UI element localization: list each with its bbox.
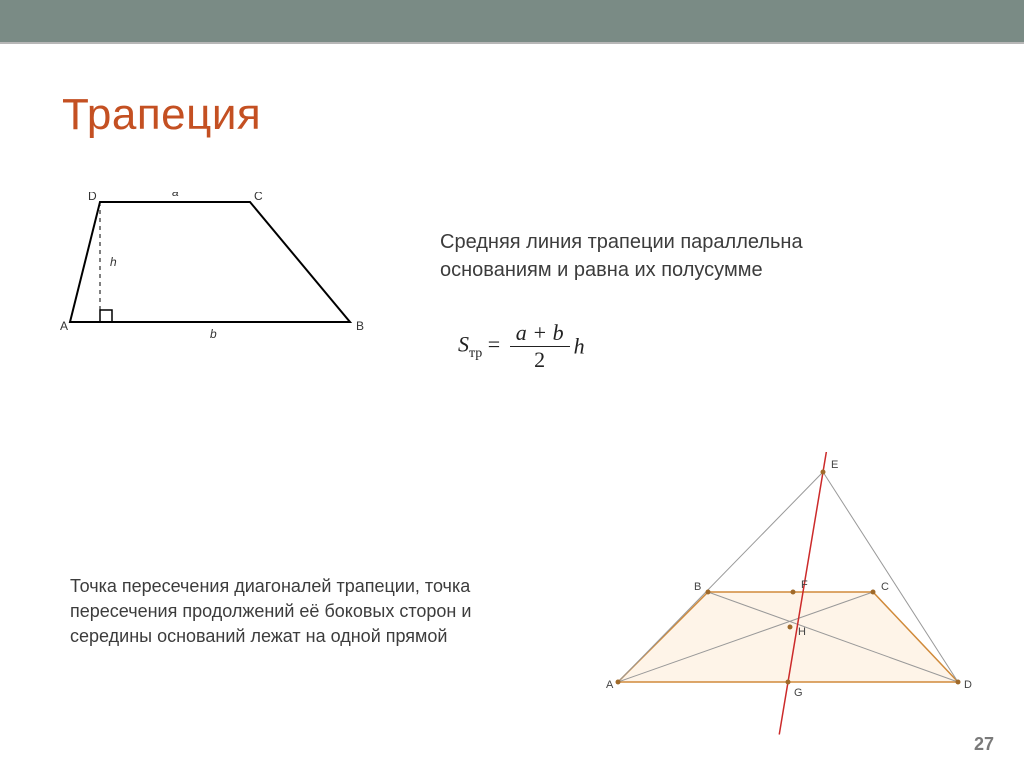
- area-formula: Sтр = a + b2h: [458, 320, 585, 373]
- label-B: B: [356, 319, 364, 333]
- label2-D: D: [964, 679, 972, 691]
- label-b: b: [210, 327, 217, 341]
- formula-den: 2: [510, 347, 570, 373]
- label-D: D: [88, 192, 97, 203]
- point-F: [791, 590, 796, 595]
- formula-fraction: a + b2: [510, 320, 570, 373]
- label2-A: A: [606, 679, 614, 691]
- point-B: [706, 590, 711, 595]
- point-D: [956, 680, 961, 685]
- point-C: [871, 590, 876, 595]
- point-A: [616, 680, 621, 685]
- para2-l1: Точка пересечения диагоналей трапеции, т…: [70, 574, 471, 599]
- label2-C: C: [881, 581, 889, 593]
- collinearity-statement: Точка пересечения диагоналей трапеции, т…: [70, 574, 471, 650]
- page-number: 27: [974, 734, 994, 755]
- formula-eq: =: [482, 332, 505, 357]
- topbar: [0, 0, 1024, 44]
- label-C: C: [254, 192, 263, 203]
- formula-sub: тр: [469, 346, 482, 361]
- trapezoid-height-diagram: A B C D a b h: [60, 192, 380, 352]
- slide-title: Трапеция: [62, 90, 261, 140]
- label-A: A: [60, 319, 68, 333]
- para2-l2: пересечения продолжений её боковых сторо…: [70, 599, 471, 624]
- slide: Трапеция A B C D a b h Средняя линия тра…: [0, 44, 1024, 767]
- label2-B: B: [694, 581, 701, 593]
- midline-line2: основаниям и равна их полусумме: [440, 256, 803, 284]
- formula-S: S: [458, 332, 469, 357]
- formula-num: a + b: [510, 320, 570, 347]
- trapezoid-diagonals-diagram: A D B C E F G H: [598, 452, 998, 742]
- para2-l3: середины оснований лежат на одной прямой: [70, 624, 471, 649]
- label2-H: H: [798, 626, 806, 638]
- point-G: [786, 680, 791, 685]
- point-E: [821, 470, 826, 475]
- midline-line1: Средняя линия трапеции параллельна: [440, 228, 803, 256]
- label2-F: F: [801, 579, 808, 591]
- label2-G: G: [794, 687, 803, 699]
- midline-statement: Средняя линия трапеции параллельна основ…: [440, 228, 803, 284]
- formula-h: h: [574, 334, 585, 359]
- point-H: [788, 625, 793, 630]
- label2-E: E: [831, 459, 838, 471]
- label-a: a: [172, 192, 179, 199]
- label-h: h: [110, 255, 117, 269]
